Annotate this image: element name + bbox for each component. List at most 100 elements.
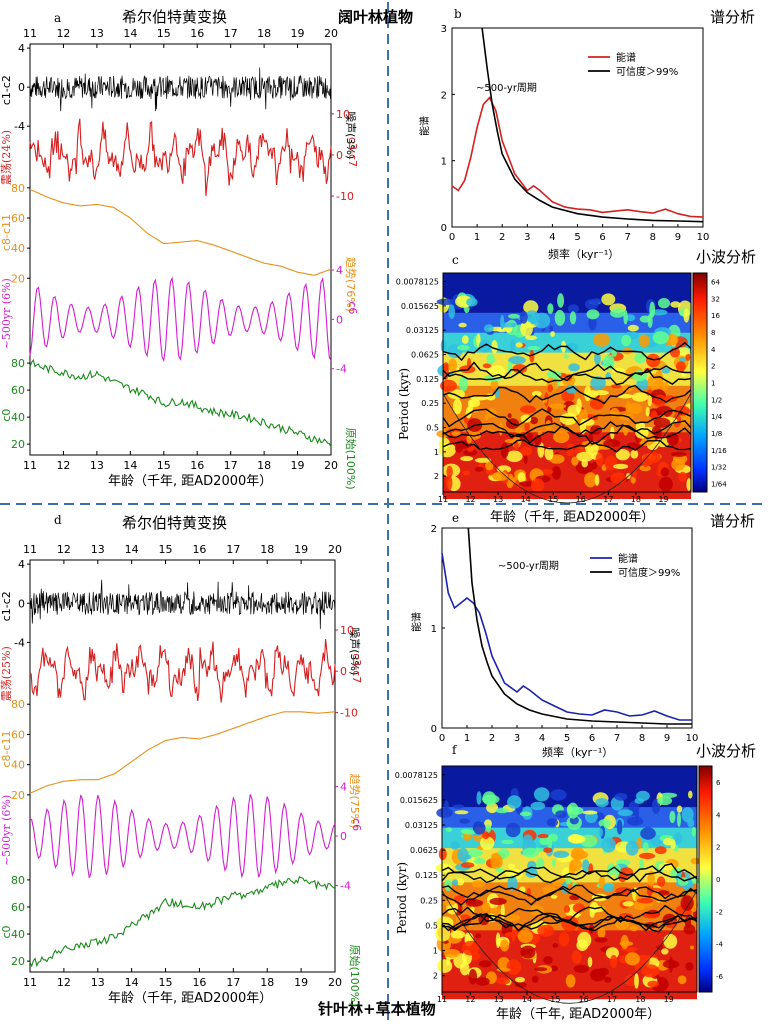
heatmap-blob xyxy=(492,471,509,481)
x-tick-label: 19 xyxy=(658,495,668,504)
heatmap-blob xyxy=(452,804,464,809)
heatmap-blob xyxy=(549,325,554,332)
heatmap-blob xyxy=(443,949,461,958)
heatmap-blob xyxy=(475,933,481,939)
heatmap-blob xyxy=(510,339,515,352)
x-tick-label: 14 xyxy=(521,495,531,504)
x-tick-label: 19 xyxy=(294,976,308,989)
heatmap-blob xyxy=(474,466,484,472)
heatmap-blob xyxy=(522,834,533,846)
heatmap-blob xyxy=(475,977,490,986)
subplot-right-label: 噪声(3%) xyxy=(348,627,362,675)
heatmap-blob xyxy=(505,914,520,922)
x-tick-label: 0 xyxy=(439,733,445,744)
subplot-right-label: 趋势(76%) xyxy=(344,257,357,312)
heatmap-blob xyxy=(571,847,585,861)
heatmap-blob xyxy=(592,298,602,304)
heatmap-blob xyxy=(543,847,553,853)
y-tick-label: 2 xyxy=(433,972,438,981)
heatmap-row xyxy=(442,786,697,794)
cone-of-influence xyxy=(442,393,692,504)
heatmap-blob xyxy=(506,450,523,463)
x-tick-label: 5 xyxy=(574,232,580,243)
heatmap-blob xyxy=(609,954,618,969)
top-x-tick-label: 15 xyxy=(157,27,171,40)
heatmap-blob xyxy=(657,796,673,806)
x-tick-label: 2 xyxy=(499,232,505,243)
heatmap-blob xyxy=(590,376,606,390)
y-tick-label: 0 xyxy=(431,724,437,735)
heatmap-row xyxy=(442,937,697,945)
heatmap-blob xyxy=(643,451,661,464)
panel-e-annotation: ~500-yr周期 xyxy=(498,560,559,572)
y-tick-label: 80 xyxy=(11,698,25,711)
subplot-left-label: 震荡(25%) xyxy=(0,646,13,701)
heatmap-blob xyxy=(641,964,660,978)
heatmap-blob xyxy=(640,827,656,840)
heatmap-blob xyxy=(436,959,453,973)
heatmap-blob xyxy=(548,833,558,842)
panel-d-title: 希尔伯特黄变换 xyxy=(122,514,227,532)
heatmap-blob xyxy=(679,357,687,363)
heatmap-blob xyxy=(691,826,696,837)
heatmap-blob xyxy=(621,334,632,347)
panel-b-ylabel: 能谱 xyxy=(418,116,431,136)
heatmap-blob xyxy=(627,324,639,332)
heatmap-blob xyxy=(491,340,498,354)
heatmap-row xyxy=(443,365,691,373)
series-line-spectrum xyxy=(441,552,692,721)
significance-contour xyxy=(441,865,698,884)
wavelet-heatmap-c xyxy=(436,273,696,504)
series-line-c3-c7 xyxy=(29,638,336,703)
heatmap-blob xyxy=(455,915,462,924)
heatmap-blob xyxy=(486,353,495,365)
heatmap-blob xyxy=(654,846,667,855)
heatmap-blob xyxy=(476,791,482,805)
heatmap-row xyxy=(443,478,691,486)
heatmap-blob xyxy=(508,356,526,365)
significance-contour xyxy=(442,439,692,453)
panel-b-spectrum: b 谱分析 ~500-yr周期 能谱 频率（kyr⁻¹） xyxy=(418,7,755,261)
heatmap-blob xyxy=(460,828,471,834)
series-line-c8-c11 xyxy=(29,188,332,276)
heatmap-blob xyxy=(690,857,702,865)
heatmap-row xyxy=(443,286,691,294)
colorbar-label: 16 xyxy=(711,312,720,320)
heatmap-row xyxy=(443,292,691,300)
heatmap-blob xyxy=(680,895,694,911)
heatmap-blob xyxy=(559,413,578,425)
heatmap-blob xyxy=(468,969,478,985)
heatmap-blob xyxy=(661,948,669,955)
heatmap-blob xyxy=(514,441,519,451)
heatmap-blob xyxy=(676,805,683,813)
y-tick-label: -4 xyxy=(340,879,351,892)
heatmap-blob xyxy=(507,795,522,809)
heatmap-row xyxy=(442,772,697,781)
x-tick-label: 12 xyxy=(465,495,475,504)
heatmap-blob xyxy=(461,470,471,476)
heatmap-row xyxy=(443,319,691,327)
series-line-c6 xyxy=(29,794,336,879)
heatmap-blob xyxy=(594,474,600,486)
heatmap-blob xyxy=(565,878,572,885)
y-tick-label: -4 xyxy=(14,120,25,133)
heatmap-blob xyxy=(571,950,582,964)
heatmap-blob xyxy=(604,976,612,983)
heatmap-blob xyxy=(603,354,615,371)
y-tick-label: 0 xyxy=(340,830,347,843)
heatmap-row xyxy=(442,779,697,787)
heatmap-blob xyxy=(550,789,567,801)
x-tick-label: 13 xyxy=(90,459,104,472)
series-line-c0 xyxy=(29,876,336,968)
heatmap-blob xyxy=(467,398,481,408)
heatmap-blob xyxy=(482,831,490,840)
heatmap-blob xyxy=(675,361,686,372)
heatmap-blob xyxy=(452,398,462,415)
heatmap-blob xyxy=(480,836,495,850)
heatmap-blob xyxy=(519,405,536,414)
heatmap-blob xyxy=(533,787,550,802)
heatmap-blob xyxy=(569,859,583,872)
panel-c-frame xyxy=(442,272,692,493)
heatmap-blob xyxy=(604,455,618,471)
heatmap-blob xyxy=(625,840,639,856)
